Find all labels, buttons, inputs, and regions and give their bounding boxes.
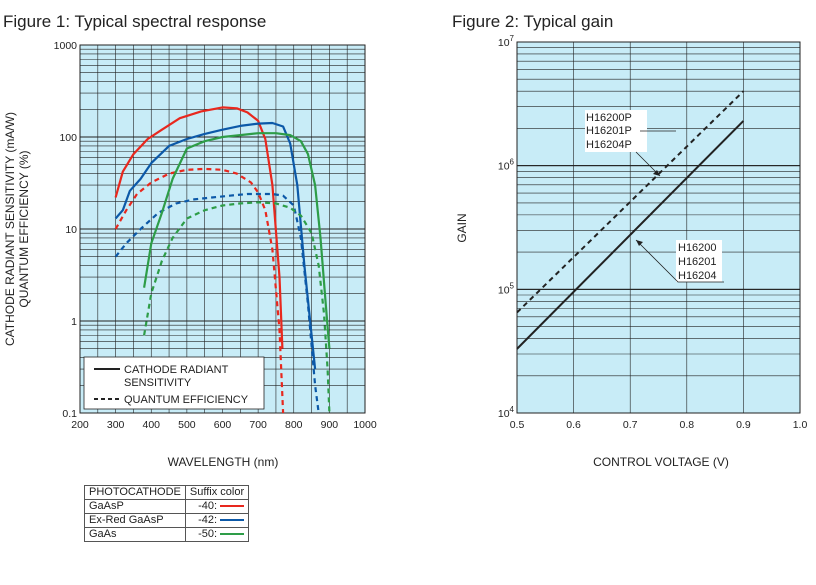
gain-line-standard: [516, 120, 745, 350]
annotation-line-2: H16201: [678, 256, 717, 268]
figure-1-curves: [114, 106, 331, 414]
annotation-arrowhead: [636, 240, 643, 246]
y-tick-label: 107: [498, 34, 515, 49]
photocathode-table: PHOTOCATHODE Suffix color GaAsP -40: Ex-…: [84, 485, 250, 542]
figure-1-y-axis-title-line-2: QUANTUM EFFICIENCY (%): [17, 150, 31, 307]
y-tick-label: 0.1: [62, 408, 77, 420]
x-tick-label: 800: [285, 419, 303, 431]
color-swatch: [220, 519, 245, 522]
legend-solid-label-line-2: SENSITIVITY: [124, 377, 192, 389]
x-tick-label: 900: [321, 419, 339, 431]
figure-2-x-ticks: 0.5 0.6 0.7 0.8 0.9 1.0: [510, 419, 808, 431]
photocathode-table-header: PHOTOCATHODE Suffix color: [84, 485, 250, 500]
figure-2-annotation-p: H16200P H16201P H16204P: [585, 110, 676, 177]
annotation-p-bg: [585, 110, 647, 152]
table-row: GaAsP -40:: [84, 499, 250, 514]
figure-1-y-ticks: 0.1 1 10 100 1000: [54, 40, 78, 420]
figure-2-title: Figure 2: Typical gain: [452, 12, 613, 31]
figure-2-x-axis-title: CONTROL VOLTAGE (V): [593, 455, 729, 469]
figure-1-legend: CATHODE RADIANT SENSITIVITY QUANTUM EFFI…: [83, 356, 265, 410]
y-tick-label: 105: [498, 281, 515, 296]
annotation-line-3: H16204: [678, 270, 717, 282]
legend-dashed-label: QUANTUM EFFICIENCY: [124, 394, 249, 406]
y-tick-exponent: 4: [510, 405, 515, 414]
annotation-p-line-1: H16200P: [586, 112, 632, 124]
x-tick-label: 0.5: [510, 419, 525, 431]
legend-box: [83, 356, 265, 410]
x-tick-label: 200: [71, 419, 89, 431]
gain-line-p-series: [516, 90, 745, 314]
annotation-p-arrowhead: [653, 170, 660, 176]
figure-1-title: Figure 1: Typical spectral response: [3, 12, 266, 31]
spectral-curve-2: [114, 167, 285, 414]
spectral-curve-4: [114, 192, 320, 414]
color-swatch: [220, 505, 245, 508]
figure-2-grid: [517, 41, 801, 414]
x-tick-label: 1.0: [793, 419, 808, 431]
legend-solid-label-line-1: CATHODE RADIANT: [124, 364, 229, 376]
y-tick-label: 106: [498, 158, 515, 173]
figure-1-x-ticks: 200 300 400 500 600 700 800 900 1000: [71, 419, 377, 431]
x-tick-label: 0.7: [623, 419, 638, 431]
figure-2-y-axis-title: GAIN: [455, 213, 469, 242]
x-tick-label: 0.6: [566, 419, 581, 431]
table-row: GaAs -50:: [84, 527, 250, 542]
y-tick-label: 100: [59, 132, 77, 144]
x-tick-label: 500: [178, 419, 196, 431]
figure-2-lines: [516, 90, 745, 350]
figure-2-annotation: H16200 H16201 H16204: [635, 239, 724, 283]
suffix-cell: -42:: [184, 513, 250, 528]
y-tick-label: 104: [498, 405, 515, 420]
spectral-curve-1: [114, 106, 284, 349]
figure-1-grid: [80, 44, 365, 414]
color-swatch: [220, 533, 245, 536]
figure-1-y-axis-title-line-1: CATHODE RADIANT SENSITIVITY (mA/W): [3, 112, 17, 346]
figure-1: Figure 1: Typical spectral response CATH…: [3, 12, 377, 469]
photocathode-name: GaAsP: [84, 499, 186, 514]
x-tick-label: 0.9: [736, 419, 751, 431]
header-suffix-color: Suffix color: [184, 485, 250, 500]
annotation-p-line-2: H16201P: [586, 125, 632, 137]
y-tick-exponent: 7: [510, 34, 515, 43]
x-tick-label: 300: [107, 419, 125, 431]
figure-1-x-axis-title: WAVELENGTH (nm): [168, 455, 279, 469]
y-tick-exponent: 5: [510, 281, 515, 290]
photocathode-name: Ex-Red GaAsP: [84, 513, 186, 528]
photocathode-name: GaAs: [84, 527, 186, 542]
annotation-line-1: H16200: [678, 242, 717, 254]
suffix-code: -50:: [198, 528, 218, 540]
suffix-code: -42:: [198, 514, 218, 526]
spectral-curve-3: [114, 121, 317, 370]
spectral-curve-6: [143, 201, 331, 414]
suffix-cell: -40:: [184, 499, 250, 514]
header-photocathode: PHOTOCATHODE: [84, 485, 186, 500]
figure-2-plot-area: [516, 41, 801, 414]
x-tick-label: 0.8: [679, 419, 694, 431]
annotation-leader: [635, 239, 724, 283]
x-tick-label: 400: [142, 419, 160, 431]
figure-2-y-ticks: 104 105 106 107: [498, 34, 515, 420]
y-tick-label: 1: [71, 316, 77, 328]
suffix-cell: -50:: [184, 527, 250, 542]
x-tick-label: 600: [214, 419, 232, 431]
x-tick-label: 1000: [353, 419, 377, 431]
annotation-bg: [676, 240, 722, 282]
spectral-curve-5: [143, 132, 331, 349]
y-tick-exponent: 6: [510, 158, 515, 167]
figure-2: Figure 2: Typical gain H16200P H16201P H…: [452, 12, 807, 469]
x-tick-label: 700: [249, 419, 267, 431]
y-tick-label: 10: [65, 224, 77, 236]
table-row: Ex-Red GaAsP -42:: [84, 513, 250, 528]
annotation-p-line-3: H16204P: [586, 139, 632, 151]
suffix-code: -40:: [198, 500, 218, 512]
y-tick-label: 1000: [54, 40, 78, 52]
